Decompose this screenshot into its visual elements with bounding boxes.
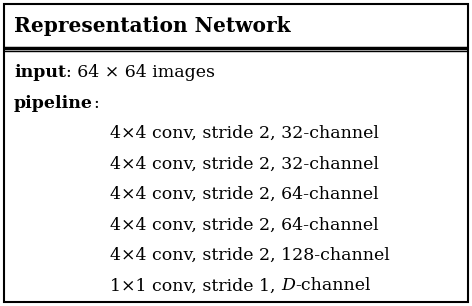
Text: 1×1 conv, stride 1,: 1×1 conv, stride 1, <box>110 278 281 294</box>
Text: input: input <box>14 64 66 81</box>
Text: -channel: -channel <box>295 278 371 294</box>
Text: 4×4 conv, stride 2, 64-channel: 4×4 conv, stride 2, 64-channel <box>110 186 379 203</box>
Text: D: D <box>281 278 295 294</box>
Text: Representation Network: Representation Network <box>14 16 290 36</box>
Text: 4×4 conv, stride 2, 32-channel: 4×4 conv, stride 2, 32-channel <box>110 125 379 142</box>
Text: :: : <box>93 95 99 111</box>
Text: 4×4 conv, stride 2, 128-channel: 4×4 conv, stride 2, 128-channel <box>110 247 390 264</box>
Text: : 64 × 64 images: : 64 × 64 images <box>66 64 215 81</box>
Text: 4×4 conv, stride 2, 32-channel: 4×4 conv, stride 2, 32-channel <box>110 155 379 173</box>
Text: 4×4 conv, stride 2, 64-channel: 4×4 conv, stride 2, 64-channel <box>110 217 379 233</box>
Text: pipeline: pipeline <box>14 95 93 111</box>
